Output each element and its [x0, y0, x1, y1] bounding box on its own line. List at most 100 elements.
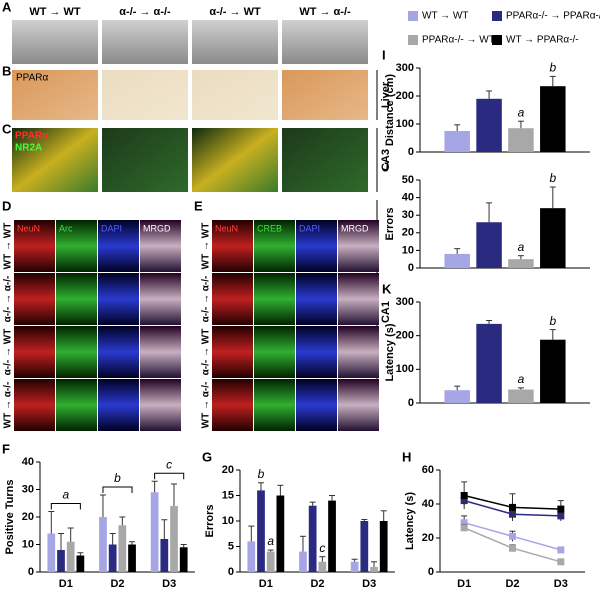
y-tick-label: 10 — [22, 538, 34, 550]
legend-label: WT → PPARα-/- — [506, 35, 579, 46]
panel-label: I — [382, 47, 386, 62]
panel-label: D — [2, 198, 11, 213]
bar — [328, 500, 336, 572]
y-axis-title: Distance (cm) — [384, 74, 396, 146]
bar — [276, 495, 285, 572]
bar — [379, 521, 388, 572]
bar — [76, 555, 85, 572]
significance-letter: a — [518, 105, 525, 119]
micrograph — [98, 326, 139, 378]
x-tick-label: D1 — [457, 578, 471, 590]
bar — [66, 541, 75, 572]
micrograph — [254, 326, 295, 378]
y-tick-label: 0 — [28, 566, 34, 578]
significance-letter: c — [319, 541, 325, 555]
panel-label: K — [382, 281, 392, 296]
column-label: α-/- → α-/- — [119, 6, 171, 18]
y-tick-label: 60 — [422, 464, 434, 476]
bar — [476, 323, 502, 403]
y-tick-label: 40 — [422, 498, 434, 510]
bar — [476, 98, 502, 152]
x-tick-label: D2 — [505, 578, 519, 590]
bar — [47, 533, 56, 572]
y-tick-label: 10 — [402, 244, 414, 256]
bar — [476, 222, 502, 268]
row-label: WT → WT — [3, 223, 14, 270]
y-tick-label: 50 — [402, 174, 414, 186]
micrograph — [212, 326, 253, 378]
y-tick-label: 200 — [396, 330, 414, 342]
marker — [460, 519, 468, 527]
micrograph — [98, 220, 139, 272]
row-label: α-/- → α-/- — [201, 276, 212, 323]
bar — [540, 339, 566, 403]
micrograph — [140, 326, 181, 378]
bar — [57, 550, 65, 572]
bar — [99, 517, 107, 572]
y-tick-label: 20 — [22, 511, 34, 523]
bar — [257, 490, 265, 572]
y-tick-label: 40 — [402, 192, 414, 204]
channel-label: Arc — [59, 223, 73, 233]
legend-swatch — [492, 35, 502, 45]
panel-label: C — [2, 121, 12, 136]
micrograph — [212, 220, 253, 272]
row-label: α-/- → α-/- — [3, 276, 14, 323]
column-label: WT → WT — [29, 6, 81, 18]
micrograph — [98, 379, 139, 431]
x-tick-label: D1 — [59, 578, 73, 590]
bracket — [50, 503, 81, 510]
row-label: α-/- → WT — [201, 329, 212, 376]
micrograph — [296, 379, 337, 431]
x-tick-label: D3 — [362, 578, 376, 590]
legend-label: PPARα-/- → PPARα-/- — [506, 11, 600, 22]
marker — [509, 544, 516, 552]
ca3-image — [12, 128, 98, 192]
marker — [509, 503, 516, 511]
y-tick-label: 30 — [22, 483, 34, 495]
significance-letter: a — [518, 240, 525, 254]
row-label: WT → α-/- — [201, 382, 212, 429]
region-label: CA1 — [380, 301, 392, 323]
row-label: WT → WT — [201, 223, 212, 270]
bar — [160, 539, 169, 572]
bar — [360, 521, 369, 572]
y-tick-label: 0 — [408, 146, 414, 158]
y-tick-label: 0 — [408, 262, 414, 274]
x-tick-label: D3 — [554, 578, 568, 590]
y-tick-label: 0 — [228, 566, 234, 578]
x-tick-label: D2 — [310, 578, 324, 590]
micrograph — [338, 220, 379, 272]
y-tick-label: 10 — [222, 515, 234, 527]
bar — [508, 128, 534, 152]
bar — [308, 505, 317, 572]
micrograph — [296, 273, 337, 325]
mouse-photo — [192, 20, 278, 64]
x-tick-label: D3 — [162, 578, 176, 590]
micrograph — [14, 326, 55, 378]
channel-label: DAPI — [101, 223, 122, 233]
liver-image — [192, 70, 278, 120]
micrograph — [14, 273, 55, 325]
liver-image — [282, 70, 368, 120]
ca3-image — [192, 128, 278, 192]
marker — [557, 505, 565, 513]
legend-swatch — [408, 11, 418, 21]
significance-letter: a — [267, 534, 274, 548]
column-label: WT → α-/- — [299, 6, 351, 18]
micrograph — [296, 326, 337, 378]
column-label: α-/- → WT — [209, 6, 261, 18]
y-tick-label: 20 — [222, 464, 234, 476]
bar — [170, 506, 178, 572]
x-tick-label: D2 — [110, 578, 124, 590]
bar — [444, 390, 470, 403]
y-axis-title: Errors — [204, 504, 216, 537]
significance-letter: c — [166, 457, 172, 471]
bar — [108, 544, 117, 572]
marker — [557, 558, 565, 566]
y-axis-title: Errors — [384, 207, 396, 240]
bracket — [102, 486, 133, 493]
micrograph — [140, 220, 181, 272]
micrograph — [254, 273, 295, 325]
